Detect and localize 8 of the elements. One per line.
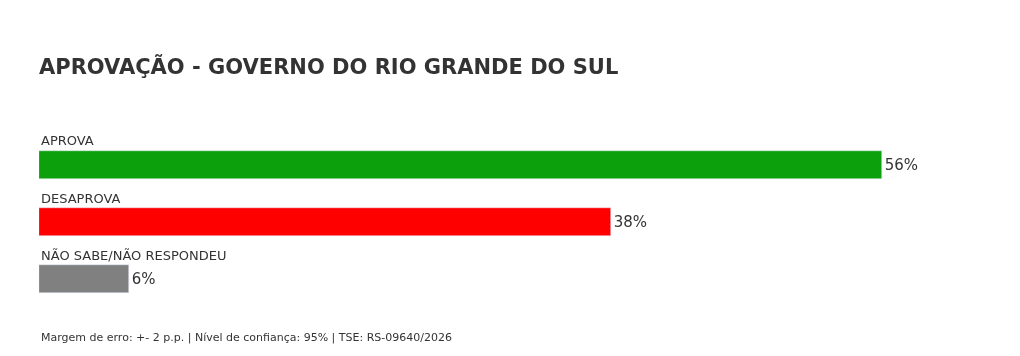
data-label: 6%: [131, 269, 156, 288]
data-label: 38%: [613, 212, 648, 231]
chart-title: APROVAÇÃO - GOVERNO DO RIO GRANDE DO SUL: [39, 54, 619, 80]
data-label: 56%: [884, 155, 919, 174]
text: Margem de erro: +- 2 p.p. | Nível de confiança: 95% | TSE: RS-09640/2026: [41, 331, 452, 344]
y-tick-label: APROVA: [41, 133, 94, 148]
y-tick-label: NÃO SABE/NÃO RESPONDEU: [41, 248, 227, 263]
y-tick-label: DESAPROVA: [41, 191, 121, 206]
